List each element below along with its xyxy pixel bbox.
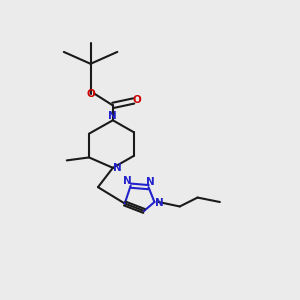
Text: O: O: [86, 88, 95, 98]
Text: N: N: [123, 176, 131, 186]
Text: N: N: [155, 199, 164, 208]
Text: N: N: [112, 163, 122, 173]
Text: O: O: [133, 95, 142, 105]
Text: N: N: [109, 111, 117, 121]
Text: N: N: [146, 177, 154, 188]
